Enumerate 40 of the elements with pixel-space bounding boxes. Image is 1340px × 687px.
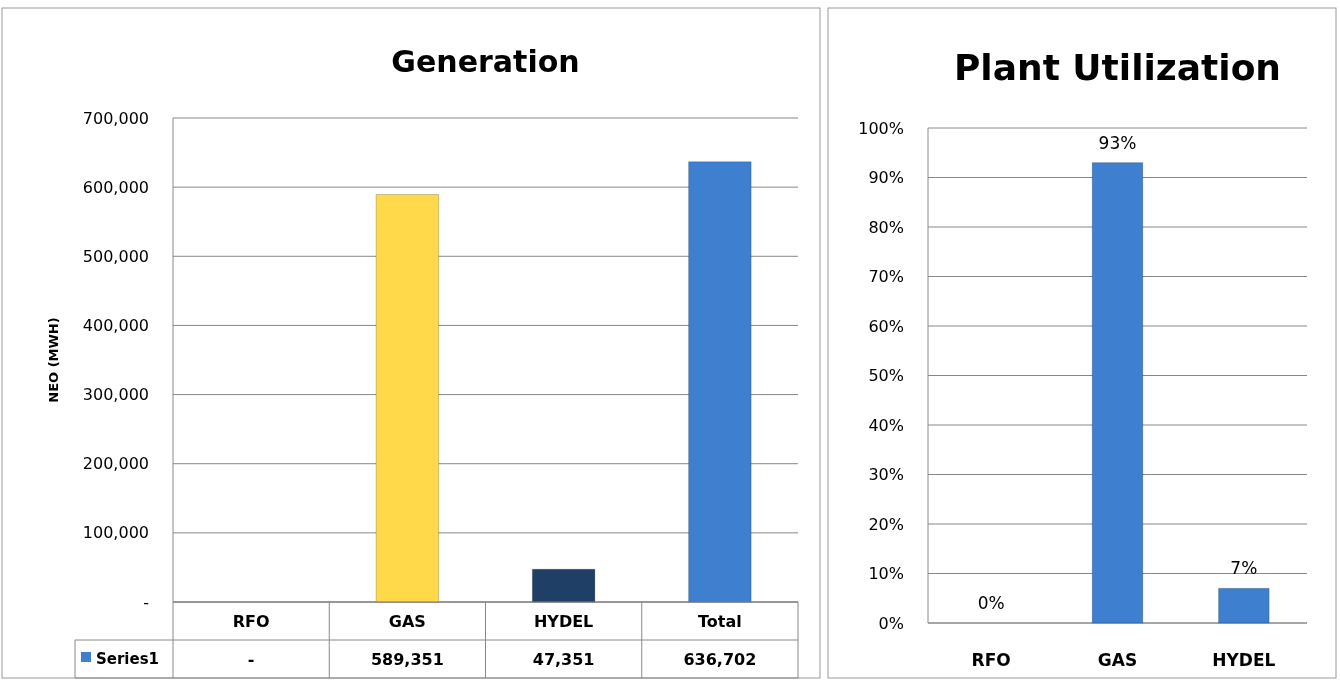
y-tick-label: 100,000 <box>82 523 149 543</box>
x-tick-label: RFO <box>232 611 270 631</box>
y-tick-label: 90% <box>868 168 904 188</box>
x-tick-label: RFO <box>971 650 1011 670</box>
y-tick-label: 400,000 <box>82 316 149 336</box>
chart-title: Generation <box>391 44 580 79</box>
y-tick-label: 80% <box>868 217 904 237</box>
y-tick-label: 100% <box>858 118 904 138</box>
y-tick-label: 50% <box>868 366 904 386</box>
y-tick-label: - <box>143 592 149 612</box>
data-label: 589,351 <box>370 649 444 669</box>
y-tick-label: 500,000 <box>82 246 149 266</box>
y-tick-label: 10% <box>868 564 904 584</box>
data-label: 47,351 <box>532 649 595 669</box>
legend-label: Series1 <box>96 650 160 669</box>
y-tick-label: 40% <box>868 415 904 435</box>
bar <box>375 194 440 603</box>
data-label: 93% <box>1098 132 1137 153</box>
bar <box>531 568 596 603</box>
x-tick-label: GAS <box>1097 650 1138 670</box>
y-axis-title: NEO (MWH) <box>46 317 61 403</box>
y-tick-label: 60% <box>868 316 904 336</box>
y-tick-label: 300,000 <box>82 385 149 405</box>
data-label: - <box>247 649 255 669</box>
y-tick-label: 600,000 <box>82 177 149 197</box>
y-tick-label: 70% <box>868 267 904 287</box>
y-tick-label: 200,000 <box>82 454 149 474</box>
y-tick-label: 0% <box>878 613 904 633</box>
bar <box>688 161 752 603</box>
data-label: 636,702 <box>683 649 757 669</box>
x-tick-label: Total <box>698 611 742 631</box>
data-label: 0% <box>977 593 1005 613</box>
y-tick-label: 700,000 <box>82 108 149 128</box>
x-tick-label: HYDEL <box>1212 650 1276 670</box>
chart-title: Plant Utilization <box>953 47 1282 88</box>
y-tick-label: 30% <box>868 465 904 485</box>
x-tick-label: HYDEL <box>533 611 594 631</box>
y-tick-label: 20% <box>868 514 904 534</box>
data-label: 7% <box>1230 558 1258 579</box>
x-tick-label: GAS <box>388 611 426 631</box>
